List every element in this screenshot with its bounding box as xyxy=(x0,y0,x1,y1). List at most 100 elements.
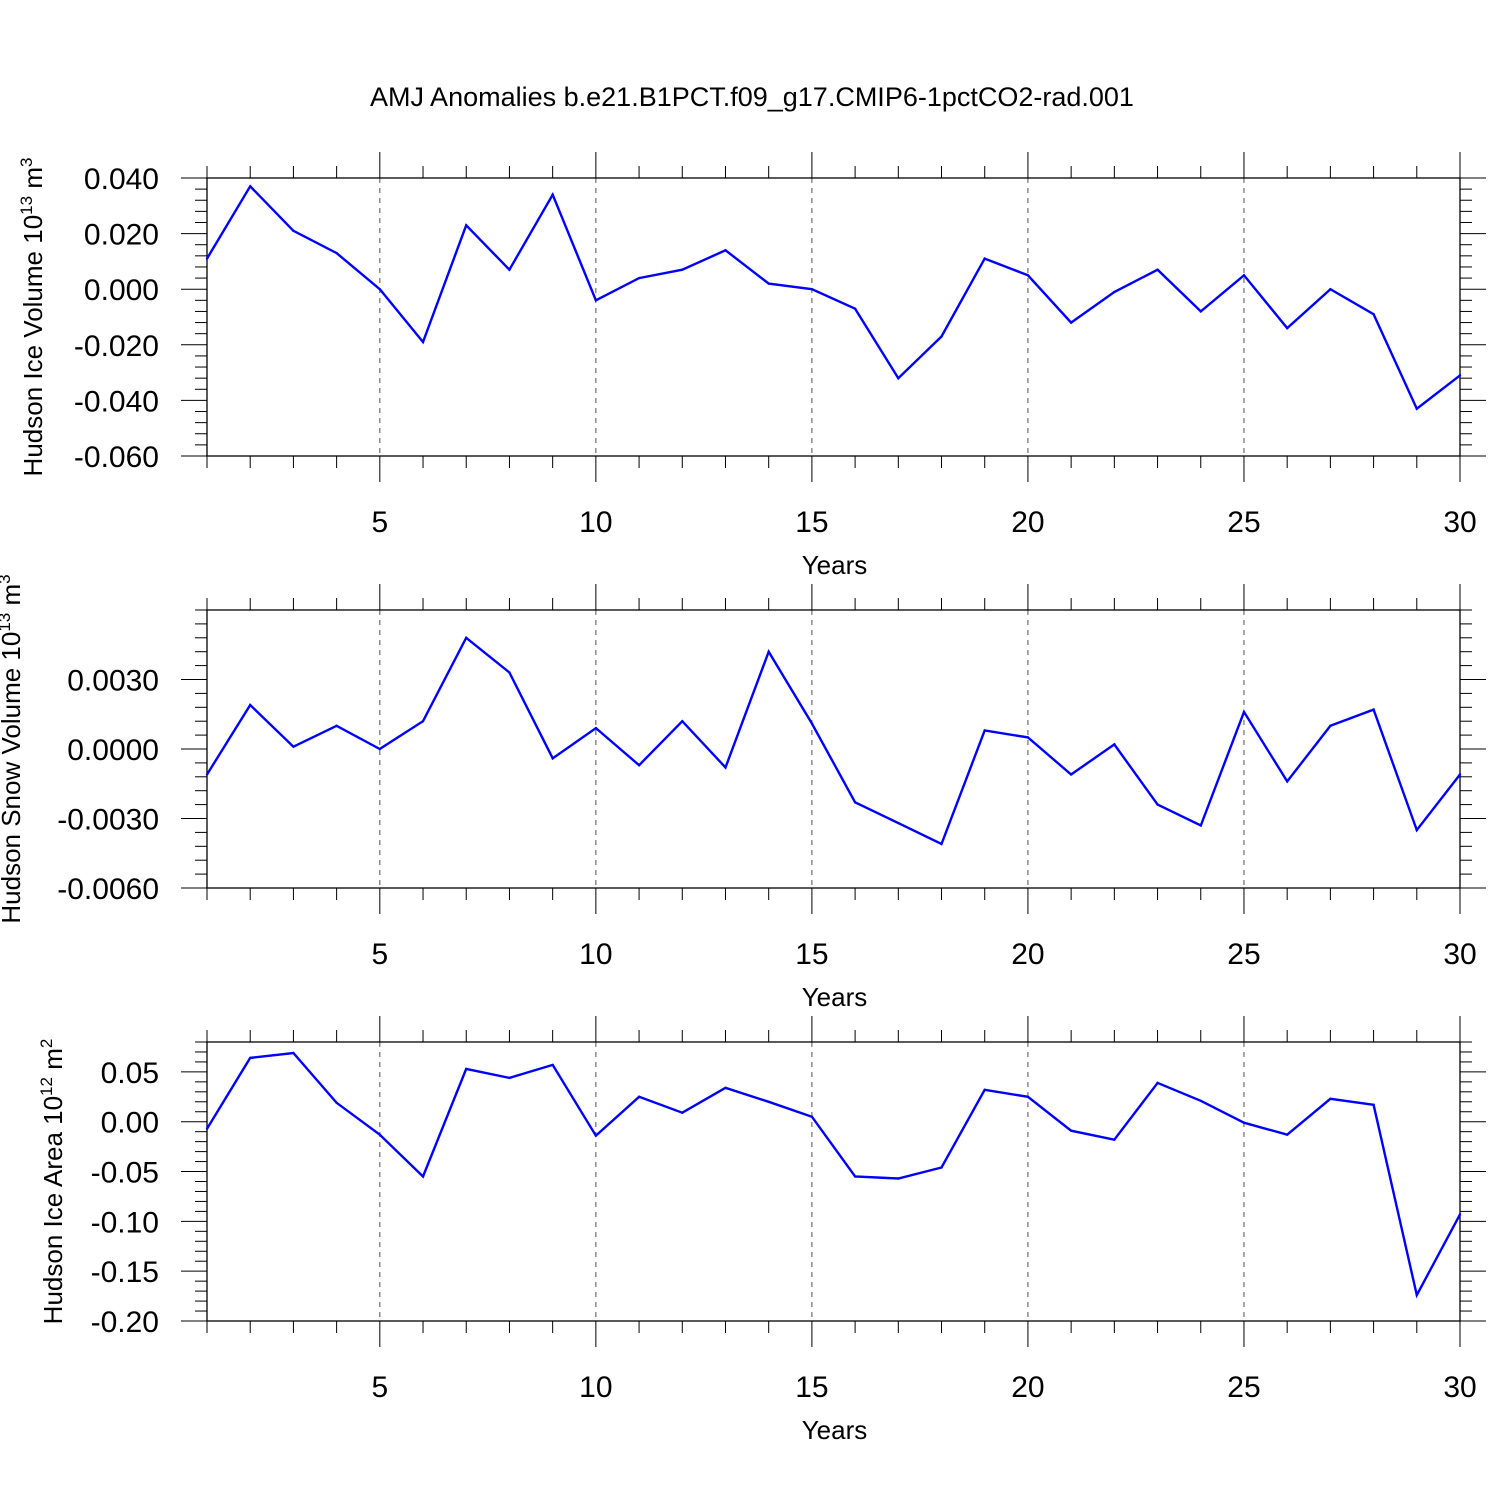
data-point xyxy=(1372,708,1375,711)
data-point xyxy=(1285,326,1289,330)
series-line xyxy=(205,635,1461,846)
data-point xyxy=(637,764,641,767)
x-tick-label: 20 xyxy=(1011,506,1044,539)
data-point xyxy=(983,257,986,260)
data-point xyxy=(810,722,814,725)
data-point xyxy=(810,1115,814,1118)
data-point xyxy=(897,376,900,380)
x-tick-label: 10 xyxy=(579,1371,612,1404)
data-point xyxy=(724,766,727,769)
data-point xyxy=(249,1056,252,1060)
data-point xyxy=(594,1134,598,1137)
data-point xyxy=(1415,407,1418,410)
series-line xyxy=(205,1051,1462,1299)
data-point xyxy=(1113,1138,1116,1141)
data-point xyxy=(940,842,943,846)
x-axis-label: Years xyxy=(802,982,868,1012)
data-point xyxy=(378,1133,382,1136)
y-axis-label: Hudson Ice Volume 1013 m3 xyxy=(17,158,48,477)
y-tick-label: -0.020 xyxy=(74,330,159,363)
data-point xyxy=(1242,710,1246,714)
data-point xyxy=(1069,773,1073,776)
data-point xyxy=(1242,274,1246,277)
data-point xyxy=(767,1100,770,1103)
data-point xyxy=(249,185,252,188)
data-point xyxy=(637,276,641,280)
x-tick-label: 15 xyxy=(795,938,828,971)
data-point xyxy=(1242,1121,1246,1124)
data-point xyxy=(1458,374,1462,377)
y-tick-label: -0.20 xyxy=(91,1306,159,1339)
y-tick-label: -0.10 xyxy=(91,1206,159,1239)
data-point xyxy=(292,745,295,748)
data-point xyxy=(1199,824,1202,827)
y-tick-label: -0.040 xyxy=(74,385,159,418)
series-line xyxy=(205,184,1461,411)
x-tick-label: 20 xyxy=(1011,1371,1044,1404)
data-point xyxy=(681,720,684,723)
data-point xyxy=(508,1076,511,1080)
x-tick-label: 10 xyxy=(579,506,612,539)
data-point xyxy=(637,1095,641,1099)
data-point xyxy=(1113,743,1116,746)
data-point xyxy=(335,724,338,728)
x-tick-label: 30 xyxy=(1443,1371,1476,1404)
data-point xyxy=(983,729,986,732)
y-tick-label: 0.0000 xyxy=(67,734,159,767)
x-tick-label: 20 xyxy=(1011,938,1044,971)
data-point xyxy=(810,288,814,291)
panel-3: -0.20 -0.15 -0.10 -0.05 0.00 0.05 5 10 15 20 25 30 Y… xyxy=(37,1016,1486,1445)
data-point xyxy=(681,268,684,271)
data-point xyxy=(853,307,857,310)
y-tick-label: 0.040 xyxy=(84,163,159,196)
y-tick-label: 0.05 xyxy=(101,1057,159,1090)
data-point xyxy=(1458,1213,1462,1216)
y-tick-label: -0.0060 xyxy=(57,873,159,906)
x-tick-label: 30 xyxy=(1443,506,1476,539)
data-point xyxy=(983,1088,986,1092)
panel-1: -0.060 -0.040 -0.020 0.000 0.020 0.040 5 10 15 20… xyxy=(17,152,1486,580)
y-tick-label: -0.05 xyxy=(91,1157,159,1190)
data-point xyxy=(421,1175,425,1178)
y-tick-label: -0.15 xyxy=(91,1256,159,1289)
data-point xyxy=(205,257,209,260)
data-point xyxy=(853,801,857,804)
data-point xyxy=(1329,1097,1332,1100)
y-tick-label: -0.060 xyxy=(74,441,159,474)
plot-frame xyxy=(206,609,1461,889)
data-point xyxy=(1372,1103,1375,1106)
data-point xyxy=(1156,268,1159,271)
data-point xyxy=(551,193,554,196)
data-point xyxy=(508,268,511,271)
data-point xyxy=(897,1177,900,1180)
data-point xyxy=(1156,1081,1159,1085)
data-point xyxy=(681,1111,684,1114)
y-tick-label: 0.0030 xyxy=(67,665,159,698)
x-tick-label: 5 xyxy=(371,506,388,539)
x-tick-label: 15 xyxy=(795,1371,828,1404)
data-point xyxy=(767,650,770,653)
data-point xyxy=(897,821,900,825)
data-point xyxy=(1329,724,1332,728)
x-tick-label: 30 xyxy=(1443,938,1476,971)
data-point xyxy=(551,757,554,760)
data-point xyxy=(853,1175,857,1178)
y-tick-label: -0.0030 xyxy=(57,804,159,837)
plot-frame xyxy=(206,177,1461,457)
data-point xyxy=(1458,773,1462,776)
x-tick-label: 5 xyxy=(371,938,388,971)
data-point xyxy=(940,335,943,338)
y-tick-label: 0.020 xyxy=(84,219,159,252)
data-point xyxy=(594,726,598,730)
data-point xyxy=(724,249,727,252)
x-tick-label: 25 xyxy=(1227,506,1260,539)
panel-2: -0.0060 -0.0030 0.0000 0.0030 5 10 15 20 25 30 Yea… xyxy=(0,574,1486,1012)
data-point xyxy=(724,1086,727,1090)
data-point xyxy=(1156,803,1159,806)
data-point xyxy=(378,288,382,291)
data-point xyxy=(767,282,770,285)
data-point xyxy=(1026,274,1030,277)
x-tick-label: 25 xyxy=(1227,938,1260,971)
